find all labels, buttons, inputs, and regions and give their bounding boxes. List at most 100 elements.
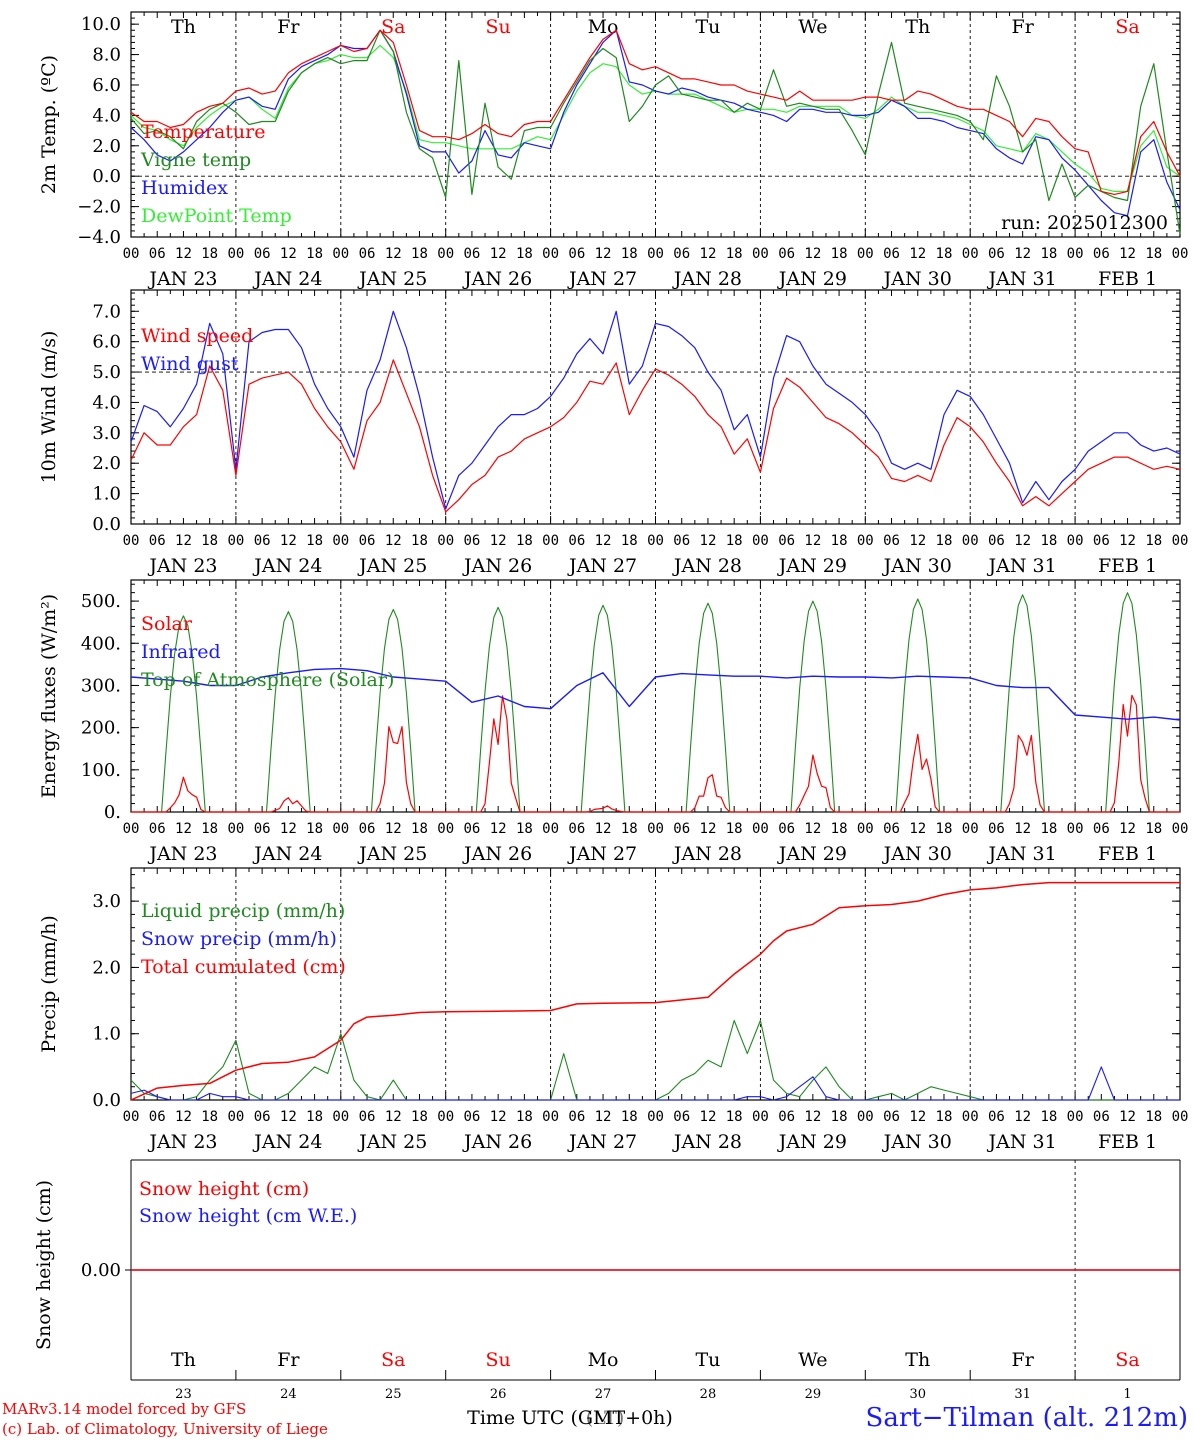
- weekday-label: Tu: [695, 16, 720, 38]
- x-hour-label: 06: [149, 246, 166, 262]
- x-hour-label: 06: [883, 533, 900, 549]
- day-number-label: 25: [385, 1387, 402, 1402]
- x-hour-label: 06: [254, 821, 271, 837]
- x-hour-label: 18: [411, 821, 428, 837]
- weekday-label: Fr: [1012, 1349, 1035, 1371]
- y-tick-label: 0.0: [92, 1090, 121, 1111]
- x-hour-label: 18: [1040, 533, 1057, 549]
- series-line-total-cumulated: [130, 881, 1180, 1101]
- x-hour-label: 06: [1093, 246, 1110, 262]
- x-hour-label: 00: [962, 533, 979, 549]
- x-hour-label: 06: [149, 821, 166, 837]
- day-number-label: 31: [1014, 1387, 1031, 1402]
- x-hour-label: 12: [700, 1109, 717, 1125]
- y-tick-label: 2.0: [92, 453, 121, 474]
- x-hour-label: 18: [201, 246, 218, 262]
- x-hour-label: 18: [621, 821, 638, 837]
- x-hour-label: 00: [752, 1109, 769, 1125]
- y-tick-label: 2.0: [92, 957, 121, 978]
- series-line-wind-speed: [130, 359, 1181, 513]
- y-tick-label: −4.0: [77, 227, 121, 248]
- y-tick-label: −2.0: [77, 197, 121, 218]
- x-hour-label: 18: [306, 246, 323, 262]
- x-hour-label: 00: [542, 533, 559, 549]
- x-hour-label: 12: [700, 533, 717, 549]
- y-tick-label: 7.0: [92, 301, 121, 322]
- y-tick-label: 100.: [81, 760, 121, 781]
- x-date-label: JAN 24: [252, 1131, 322, 1153]
- weekday-label: Fr: [277, 16, 300, 38]
- x-hour-label: 06: [988, 533, 1005, 549]
- x-date-label: JAN 24: [252, 555, 322, 577]
- x-hour-label: 18: [201, 821, 218, 837]
- x-hour-label: 12: [1014, 821, 1031, 837]
- x-hour-label: 00: [437, 533, 454, 549]
- legend-snow-precip-mm-h-: Snow precip (mm/h): [141, 928, 337, 950]
- x-hour-label: 00: [123, 533, 140, 549]
- x-hour-label: 18: [1145, 1109, 1162, 1125]
- x-hour-label: 18: [306, 1109, 323, 1125]
- legend-solar: Solar: [141, 613, 193, 635]
- x-hour-label: 12: [804, 533, 821, 549]
- x-date-label: JAN 25: [357, 555, 427, 577]
- x-hour-label: 06: [778, 821, 795, 837]
- x-hour-label: 12: [1119, 246, 1136, 262]
- x-hour-label: 06: [778, 533, 795, 549]
- x-hour-label: 00: [227, 246, 244, 262]
- x-hour-label: 18: [1040, 821, 1057, 837]
- x-date-label: JAN 23: [147, 1131, 217, 1153]
- x-date-label: JAN 30: [882, 268, 952, 290]
- y-tick-label: 1.0: [92, 484, 121, 505]
- x-date-label: JAN 27: [567, 555, 637, 577]
- x-date-label: FEB 1: [1098, 843, 1157, 865]
- y-tick-label: 0.0: [92, 166, 121, 187]
- x-hour-label: 12: [804, 246, 821, 262]
- weekday-label: Sa: [381, 16, 405, 38]
- x-hour-label: 18: [516, 1109, 533, 1125]
- x-hour-label: 06: [568, 533, 585, 549]
- y-tick-label: 1.0: [92, 1024, 121, 1045]
- x-date-label: JAN 27: [567, 268, 637, 290]
- energy-panel: 500. 400. 300. 200. 100. 0. Energy fluxes (W/m…: [38, 579, 1189, 865]
- x-hour-label: 00: [962, 246, 979, 262]
- y-axis-label: Energy fluxes (W/m²): [38, 594, 60, 798]
- legend-humidex: Humidex: [141, 177, 228, 199]
- y-tick-label: 400.: [81, 633, 121, 654]
- legend-temperature: Temperature: [141, 121, 265, 143]
- x-hour-label: 12: [490, 533, 507, 549]
- x-hour-label: 12: [909, 533, 926, 549]
- x-hour-label: 18: [201, 533, 218, 549]
- series-line-wind-gust: [130, 310, 1181, 510]
- x-hour-label: 12: [1119, 821, 1136, 837]
- x-hour-label: 18: [411, 1109, 428, 1125]
- x-date-label: JAN 31: [987, 843, 1057, 865]
- x-date-label: JAN 29: [777, 555, 847, 577]
- x-hour-label: 18: [1145, 821, 1162, 837]
- y-axis-label: 10m Wind (m/s): [38, 331, 60, 484]
- x-hour-label: 12: [1014, 533, 1031, 549]
- x-hour-label: 00: [1172, 533, 1189, 549]
- credit-line-1: MARv3.14 model forced by GFS: [2, 1400, 246, 1418]
- x-hour-label: 18: [1145, 533, 1162, 549]
- weekday-label: Sa: [1115, 16, 1139, 38]
- day-number-label: 30: [909, 1387, 926, 1402]
- x-hour-label: 00: [1172, 246, 1189, 262]
- x-hour-label: 12: [490, 821, 507, 837]
- x-hour-label: 00: [857, 821, 874, 837]
- x-hour-label: 12: [909, 246, 926, 262]
- x-hour-label: 12: [1119, 1109, 1136, 1125]
- x-hour-label: 00: [332, 246, 349, 262]
- x-hour-label: 00: [1172, 821, 1189, 837]
- x-hour-label: 18: [306, 821, 323, 837]
- x-hour-label: 12: [1119, 533, 1136, 549]
- x-hour-label: 00: [332, 821, 349, 837]
- x-hour-label: 06: [463, 1109, 480, 1125]
- x-date-label: JAN 26: [462, 555, 532, 577]
- x-hour-label: 06: [149, 1109, 166, 1125]
- x-hour-label: 00: [1067, 246, 1084, 262]
- x-hour-label: 00: [1067, 1109, 1084, 1125]
- temperature-panel: 10.0 8.0 6.0 4.0 2.0 0.0 −2.0 −4.0 2m Temp. (ºC)…: [38, 11, 1189, 290]
- x-hour-label: 18: [726, 533, 743, 549]
- station-label: Sart−Tilman (alt. 212m): [866, 1403, 1188, 1433]
